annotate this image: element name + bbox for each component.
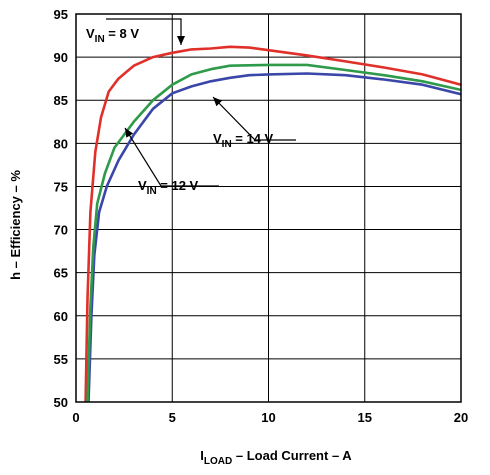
y-tick-label-6: 80	[54, 136, 68, 151]
tick-labels: 50 55 60 65 70 75 80 85 90 95 0 5 10 15 20	[54, 7, 469, 425]
series-label-0: VIN = 8 V	[86, 26, 139, 45]
y-tick-label-0: 50	[54, 395, 68, 410]
x-tick-label-0: 0	[72, 410, 79, 425]
plot-frame	[75, 13, 462, 403]
y-tick-label-4: 70	[54, 223, 68, 238]
series-annotations: VIN = 8 V VIN = 12 V VIN = 14 V	[86, 18, 296, 197]
series-label-arrow-1	[124, 127, 219, 187]
series-lines	[84, 45, 461, 402]
grid-lines	[76, 14, 461, 402]
x-axis-title: ILOAD – Load Current – A	[200, 448, 352, 467]
series-label-2: VIN = 14 V	[213, 131, 274, 150]
y-tick-label-9: 95	[54, 7, 68, 22]
series-label-1: VIN = 12 V	[138, 178, 199, 197]
series-label-arrow-0	[106, 18, 185, 45]
x-tick-label-1: 5	[169, 410, 176, 425]
y-tick-label-8: 90	[54, 50, 68, 65]
series-line-1	[87, 72, 461, 402]
y-tick-label-7: 85	[54, 93, 68, 108]
x-tick-label-2: 10	[261, 410, 275, 425]
x-tick-label-3: 15	[358, 410, 372, 425]
y-tick-label-1: 55	[54, 352, 68, 367]
series-label-arrow-2	[212, 96, 296, 141]
series-line-0	[84, 45, 461, 402]
y-tick-label-5: 75	[54, 179, 68, 194]
y-tick-label-3: 65	[54, 266, 68, 281]
y-tick-label-2: 60	[54, 309, 68, 324]
series-line-2	[86, 63, 461, 402]
y-axis-title: h – Efficiency – %	[8, 170, 23, 280]
x-tick-label-4: 20	[454, 410, 468, 425]
plot-border	[75, 13, 462, 403]
